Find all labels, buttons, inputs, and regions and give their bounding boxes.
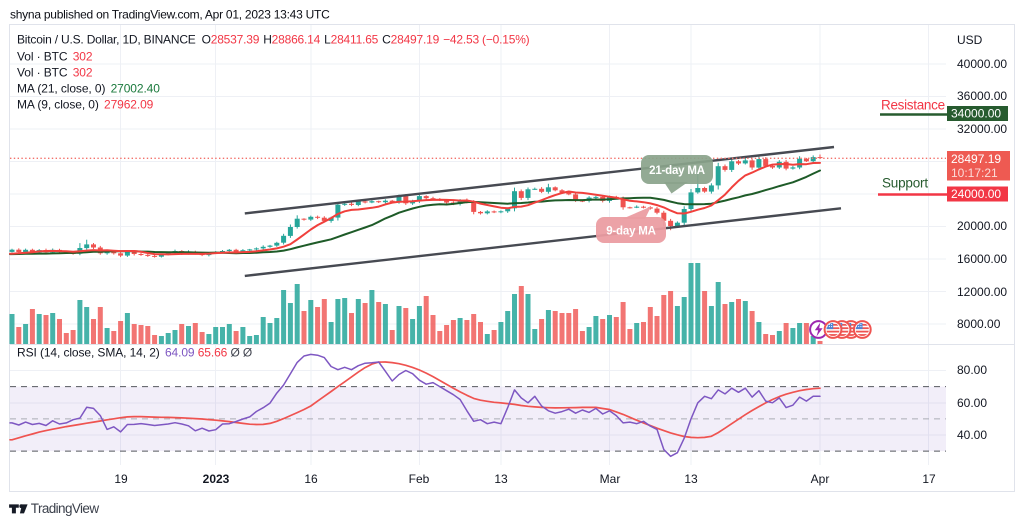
svg-text:32000.00: 32000.00: [957, 122, 1007, 136]
svg-text:Feb: Feb: [409, 472, 430, 486]
svg-text:Resistance: Resistance: [881, 98, 945, 113]
svg-text:60.00: 60.00: [957, 396, 987, 410]
svg-text:Bitcoin / U.S. Dollar, 1D, BIN: Bitcoin / U.S. Dollar, 1D, BINANCE O28537…: [17, 33, 530, 47]
svg-text:20000.00: 20000.00: [957, 219, 1007, 233]
svg-text:16: 16: [304, 472, 318, 486]
svg-text:36000.00: 36000.00: [957, 89, 1007, 103]
svg-text:RSI (14, close, SMA, 14, 2) 64: RSI (14, close, SMA, 14, 2) 64.09 65.66 …: [17, 346, 252, 360]
svg-text:Mar: Mar: [600, 472, 621, 486]
svg-text:Support: Support: [882, 176, 928, 191]
svg-text:28497.19: 28497.19: [951, 152, 1001, 166]
svg-text:13: 13: [684, 472, 698, 486]
svg-text:24000.00: 24000.00: [951, 187, 1001, 201]
svg-text:shyna published on TradingView: shyna published on TradingView.com, Apr …: [10, 8, 330, 22]
svg-text:MA (21, close, 0) 27002.40: MA (21, close, 0) 27002.40: [17, 82, 160, 96]
svg-text:21-day MA: 21-day MA: [649, 165, 705, 177]
svg-text:40000.00: 40000.00: [957, 57, 1007, 71]
svg-text:TradingView: TradingView: [31, 501, 100, 516]
svg-text:80.00: 80.00: [957, 363, 987, 377]
svg-text:Vol · BTC 302: Vol · BTC 302: [17, 50, 93, 64]
svg-text:2023: 2023: [203, 472, 230, 486]
svg-text:8000.00: 8000.00: [957, 317, 1001, 331]
svg-text:16000.00: 16000.00: [957, 252, 1007, 266]
svg-text:Apr: Apr: [811, 472, 830, 486]
svg-text:13: 13: [494, 472, 508, 486]
svg-text:12000.00: 12000.00: [957, 285, 1007, 299]
svg-text:9-day MA: 9-day MA: [606, 226, 656, 238]
svg-text:10:17:21: 10:17:21: [951, 166, 998, 180]
svg-text:34000.00: 34000.00: [951, 107, 1001, 121]
svg-text:40.00: 40.00: [957, 428, 987, 442]
svg-text:19: 19: [114, 472, 128, 486]
svg-text:17: 17: [922, 472, 936, 486]
svg-text:Vol · BTC 302: Vol · BTC 302: [17, 66, 93, 80]
svg-text:MA (9, close, 0) 27962.09: MA (9, close, 0) 27962.09: [17, 98, 154, 112]
svg-text:USD: USD: [957, 33, 983, 47]
